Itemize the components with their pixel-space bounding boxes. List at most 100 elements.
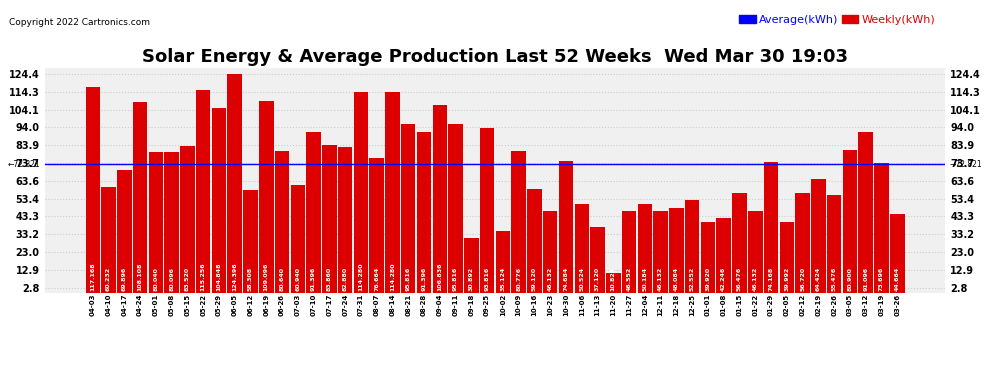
Title: Solar Energy & Average Production Last 52 Weeks  Wed Mar 30 19:03: Solar Energy & Average Production Last 5… (142, 48, 848, 66)
Text: →72.821: →72.821 (949, 160, 982, 169)
Text: 109.096: 109.096 (263, 262, 268, 291)
Bar (795, 193, 810, 292)
Bar (322, 145, 337, 292)
Text: 91.396: 91.396 (311, 267, 316, 291)
Text: 114.280: 114.280 (358, 262, 363, 291)
Legend: Average(kWh), Weekly(kWh): Average(kWh), Weekly(kWh) (735, 10, 940, 29)
Bar (717, 218, 731, 292)
Text: 50.184: 50.184 (643, 267, 647, 291)
Bar (733, 193, 746, 292)
Text: 114.280: 114.280 (390, 262, 395, 291)
Text: 115.256: 115.256 (201, 262, 206, 291)
Bar (338, 147, 352, 292)
Text: 35.124: 35.124 (500, 267, 505, 291)
Bar (275, 151, 289, 292)
Text: 104.848: 104.848 (217, 262, 222, 291)
Bar (512, 150, 526, 292)
Text: 56.476: 56.476 (737, 267, 742, 291)
Text: 80.900: 80.900 (847, 267, 852, 291)
Text: 46.132: 46.132 (658, 267, 663, 291)
Bar (401, 124, 416, 292)
Text: 80.640: 80.640 (279, 267, 284, 291)
Text: 30.892: 30.892 (469, 267, 474, 291)
Bar (291, 185, 305, 292)
Text: 60.940: 60.940 (295, 267, 300, 291)
Bar (574, 204, 589, 292)
Bar (606, 273, 621, 292)
Bar (811, 179, 826, 292)
Bar (306, 132, 321, 292)
Bar (622, 211, 637, 292)
Bar (244, 190, 257, 292)
Bar (528, 189, 542, 292)
Text: 82.880: 82.880 (343, 267, 347, 291)
Text: 108.108: 108.108 (138, 262, 143, 291)
Bar (464, 238, 478, 292)
Bar (496, 231, 510, 292)
Bar (558, 161, 573, 292)
Bar (385, 92, 400, 292)
Text: 76.664: 76.664 (374, 267, 379, 291)
Text: 55.476: 55.476 (832, 267, 837, 291)
Bar (133, 102, 148, 292)
Bar (85, 87, 100, 292)
Text: 74.684: 74.684 (563, 267, 568, 291)
Bar (117, 170, 132, 292)
Text: 59.120: 59.120 (532, 267, 537, 291)
Bar (890, 214, 905, 292)
Text: 44.664: 44.664 (895, 267, 900, 291)
Bar (148, 152, 163, 292)
Bar (748, 211, 762, 292)
Bar (480, 128, 494, 292)
Bar (653, 211, 668, 292)
Text: 80.776: 80.776 (516, 267, 521, 291)
Text: 52.552: 52.552 (690, 267, 695, 291)
Bar (259, 101, 273, 292)
Text: 48.084: 48.084 (674, 267, 679, 291)
Text: Copyright 2022 Cartronics.com: Copyright 2022 Cartronics.com (9, 18, 149, 27)
Bar (353, 92, 368, 292)
Text: 95.816: 95.816 (453, 267, 458, 291)
Bar (196, 90, 211, 292)
Text: 39.992: 39.992 (784, 267, 789, 291)
Text: 91.096: 91.096 (863, 267, 868, 291)
Bar (369, 158, 384, 292)
Text: 60.232: 60.232 (106, 267, 111, 291)
Text: 83.860: 83.860 (327, 267, 332, 291)
Text: 93.816: 93.816 (485, 267, 490, 291)
Bar (827, 195, 842, 292)
Text: 106.836: 106.836 (438, 262, 443, 291)
Text: 117.168: 117.168 (90, 262, 95, 291)
Bar (638, 204, 652, 292)
Text: 80.096: 80.096 (169, 267, 174, 291)
Bar (448, 124, 462, 292)
Text: 39.920: 39.920 (706, 267, 711, 291)
Bar (590, 227, 605, 292)
Bar (164, 152, 179, 292)
Text: 46.552: 46.552 (627, 267, 632, 291)
Bar (874, 163, 889, 292)
Bar (417, 132, 432, 292)
Bar (669, 208, 684, 292)
Text: ←72.821: ←72.821 (8, 160, 41, 169)
Text: 83.520: 83.520 (185, 267, 190, 291)
Text: 95.816: 95.816 (406, 267, 411, 291)
Text: 73.696: 73.696 (879, 267, 884, 291)
Text: 91.396: 91.396 (422, 267, 427, 291)
Bar (101, 187, 116, 292)
Bar (228, 74, 242, 292)
Text: 46.132: 46.132 (547, 267, 552, 291)
Text: 80.040: 80.040 (153, 267, 158, 291)
Text: 56.720: 56.720 (800, 267, 805, 291)
Bar (685, 200, 699, 292)
Text: 42.246: 42.246 (722, 267, 727, 291)
Text: 58.308: 58.308 (248, 267, 253, 291)
Bar (858, 132, 873, 292)
Bar (180, 146, 195, 292)
Text: 46.132: 46.132 (752, 267, 757, 291)
Bar (764, 162, 778, 292)
Text: 64.424: 64.424 (816, 267, 821, 291)
Text: 10.828: 10.828 (611, 267, 616, 291)
Bar (433, 105, 447, 292)
Bar (543, 211, 557, 292)
